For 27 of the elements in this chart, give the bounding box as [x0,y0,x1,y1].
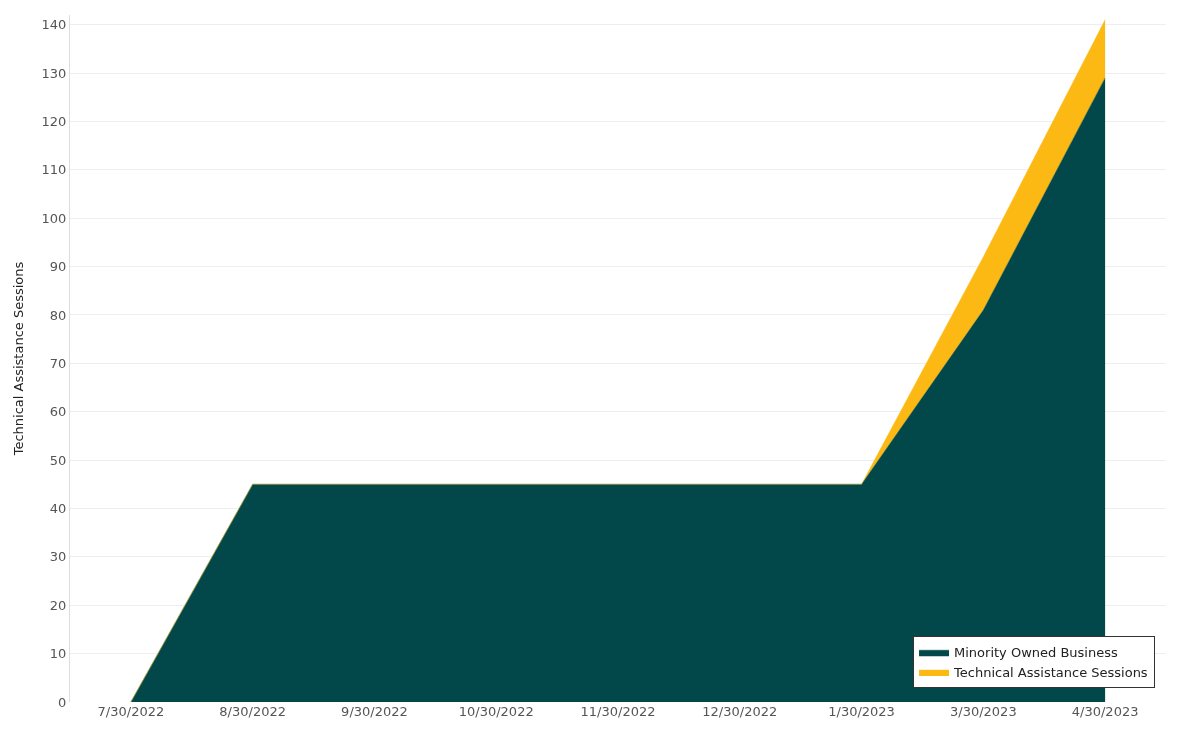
y-tick-label: 40 [49,501,67,517]
legend-label: Minority Owned Business [954,645,1118,661]
x-tick-label: 11/30/2022 [580,704,656,719]
y-tick-label: 130 [41,65,67,81]
y-tick-label: 140 [41,17,67,33]
y-axis-title: Technical Assistance Sessions [10,261,26,457]
y-tick-label: 70 [49,355,67,371]
y-tick-label: 10 [49,646,67,662]
x-tick-label: 4/30/2023 [1071,704,1139,719]
y-tick-label: 60 [49,404,67,420]
y-tick-label: 50 [49,452,67,468]
x-tick-label: 12/30/2022 [702,704,778,719]
x-tick-label: 7/30/2022 [97,704,165,719]
x-tick-label: 10/30/2022 [458,704,534,719]
x-tick-label: 8/30/2022 [219,704,287,719]
legend-label: Technical Assistance Sessions [953,665,1148,681]
y-tick-label: 0 [58,694,67,710]
y-tick-label: 30 [49,549,67,565]
y-tick-label: 110 [41,162,67,178]
y-tick-label: 100 [41,210,67,226]
x-tick-label: 1/30/2023 [828,704,895,719]
y-tick-label: 120 [41,113,67,129]
y-tick-label: 80 [49,307,67,323]
x-tick-label: 9/30/2022 [341,704,408,719]
y-tick-label: 90 [49,259,67,275]
x-tick-label: 3/30/2023 [949,704,1017,719]
y-tick-label: 20 [49,597,67,613]
